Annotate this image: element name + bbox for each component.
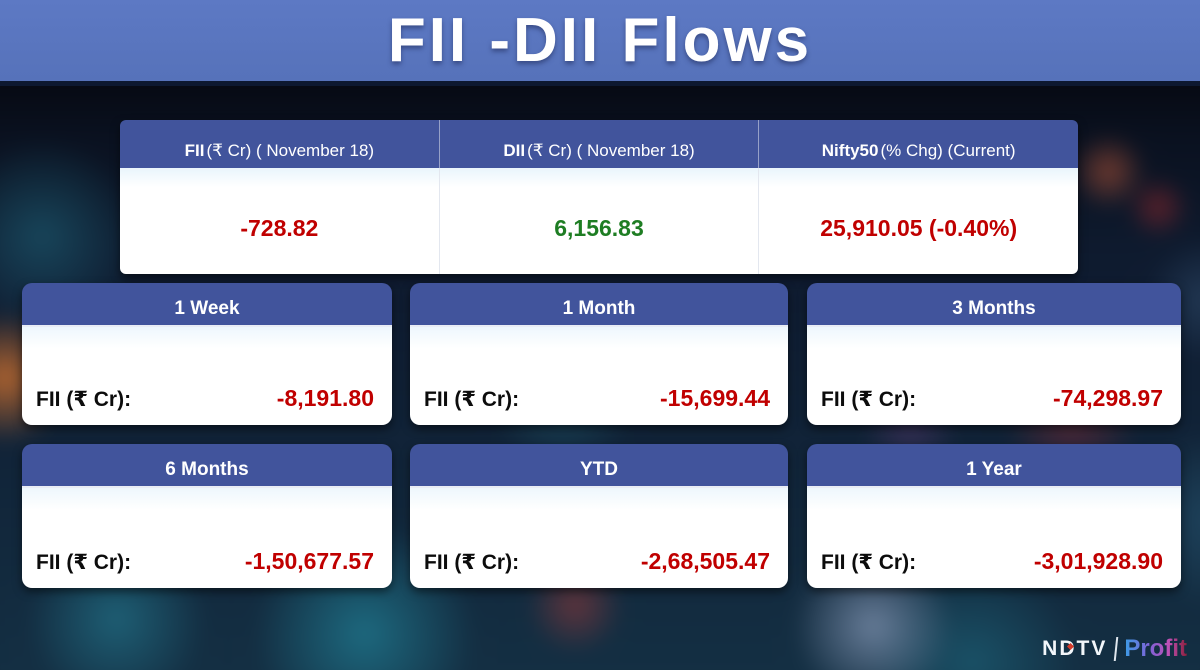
fii-label: FII (₹ Cr): xyxy=(424,551,520,574)
summary-header-dii-rest: (₹ Cr) ( November 18) xyxy=(527,141,695,160)
summary-header-fii-rest: (₹ Cr) ( November 18) xyxy=(206,141,375,160)
period-card-body: FII (₹ Cr): -3,01,928.90 xyxy=(807,488,1181,588)
summary-header-nifty-strong: Nifty50 xyxy=(821,141,879,160)
summary-header-nifty: Nifty50 (% Chg) (Current) xyxy=(758,120,1078,168)
period-card-header: 1 Week xyxy=(22,283,392,327)
fii-label: FII (₹ Cr): xyxy=(36,551,132,574)
fii-value: -1,50,677.57 xyxy=(244,548,374,574)
ndtv-profit-logo: NDTV Profit xyxy=(1042,635,1187,663)
period-card-6-months: 6 Months FII (₹ Cr): -1,50,677.57 xyxy=(22,444,392,588)
summary-value-nifty: 25,910.05 (-0.40%) xyxy=(758,168,1078,274)
summary-table-value-row: -728.82 6,156.83 25,910.05 (-0.40%) xyxy=(120,168,1078,274)
period-card-body: FII (₹ Cr): -1,50,677.57 xyxy=(22,488,392,588)
fii-value: -74,298.97 xyxy=(1053,385,1163,411)
period-card-header: 3 Months xyxy=(807,283,1181,327)
period-card-body: FII (₹ Cr): -15,699.44 xyxy=(410,327,788,425)
period-title: YTD xyxy=(580,459,618,480)
summary-value-fii: -728.82 xyxy=(240,214,319,241)
fii-label: FII (₹ Cr): xyxy=(821,551,917,574)
summary-table-header-row: FII (₹ Cr) ( November 18) DII (₹ Cr) ( N… xyxy=(120,120,1078,168)
period-title: 6 Months xyxy=(165,459,249,480)
page-title: FII -DII Flows xyxy=(387,6,813,75)
fii-value: -8,191.80 xyxy=(276,385,374,411)
period-card-header: 1 Month xyxy=(410,283,788,327)
summary-header-dii-strong: DII xyxy=(503,141,526,160)
period-card-body: FII (₹ Cr): -2,68,505.47 xyxy=(410,488,788,588)
summary-header-fii-strong: FII xyxy=(184,141,205,160)
period-card-ytd: YTD FII (₹ Cr): -2,68,505.47 xyxy=(410,444,788,588)
fii-label: FII (₹ Cr): xyxy=(821,388,917,411)
period-card-body: FII (₹ Cr): -74,298.97 xyxy=(807,327,1181,425)
summary-table: FII (₹ Cr) ( November 18) DII (₹ Cr) ( N… xyxy=(120,120,1078,274)
period-card-1-month: 1 Month FII (₹ Cr): -15,699.44 xyxy=(410,283,788,425)
period-card-1-year: 1 Year FII (₹ Cr): -3,01,928.90 xyxy=(807,444,1181,588)
period-title: 1 Month xyxy=(562,298,636,319)
period-title: 3 Months xyxy=(952,298,1036,319)
period-card-1-week: 1 Week FII (₹ Cr): -8,191.80 xyxy=(22,283,392,425)
period-card-header: 6 Months xyxy=(22,444,392,488)
fii-value: -15,699.44 xyxy=(660,385,770,411)
logo-divider xyxy=(1114,637,1119,661)
period-card-header: 1 Year xyxy=(807,444,1181,488)
summary-header-nifty-rest: (% Chg) (Current) xyxy=(880,141,1016,160)
fii-label: FII (₹ Cr): xyxy=(36,388,132,411)
summary-header-dii: DII (₹ Cr) ( November 18) xyxy=(438,120,759,168)
fii-value: -3,01,928.90 xyxy=(1033,548,1163,574)
fii-value: -2,68,505.47 xyxy=(640,548,770,574)
period-title: 1 Week xyxy=(174,298,240,319)
title-banner: FII -DII Flows xyxy=(0,0,1200,86)
ndtv-wordmark: NDTV xyxy=(1042,637,1108,660)
period-card-body: FII (₹ Cr): -8,191.80 xyxy=(22,327,392,425)
period-title: 1 Year xyxy=(966,459,1022,480)
period-card-3-months: 3 Months FII (₹ Cr): -74,298.97 xyxy=(807,283,1181,425)
summary-header-fii: FII (₹ Cr) ( November 18) xyxy=(120,120,439,168)
summary-value-dii: 6,156.83 xyxy=(438,168,759,274)
profit-wordmark: Profit xyxy=(1124,635,1187,662)
fii-label: FII (₹ Cr): xyxy=(424,388,520,411)
period-card-header: YTD xyxy=(410,444,788,488)
